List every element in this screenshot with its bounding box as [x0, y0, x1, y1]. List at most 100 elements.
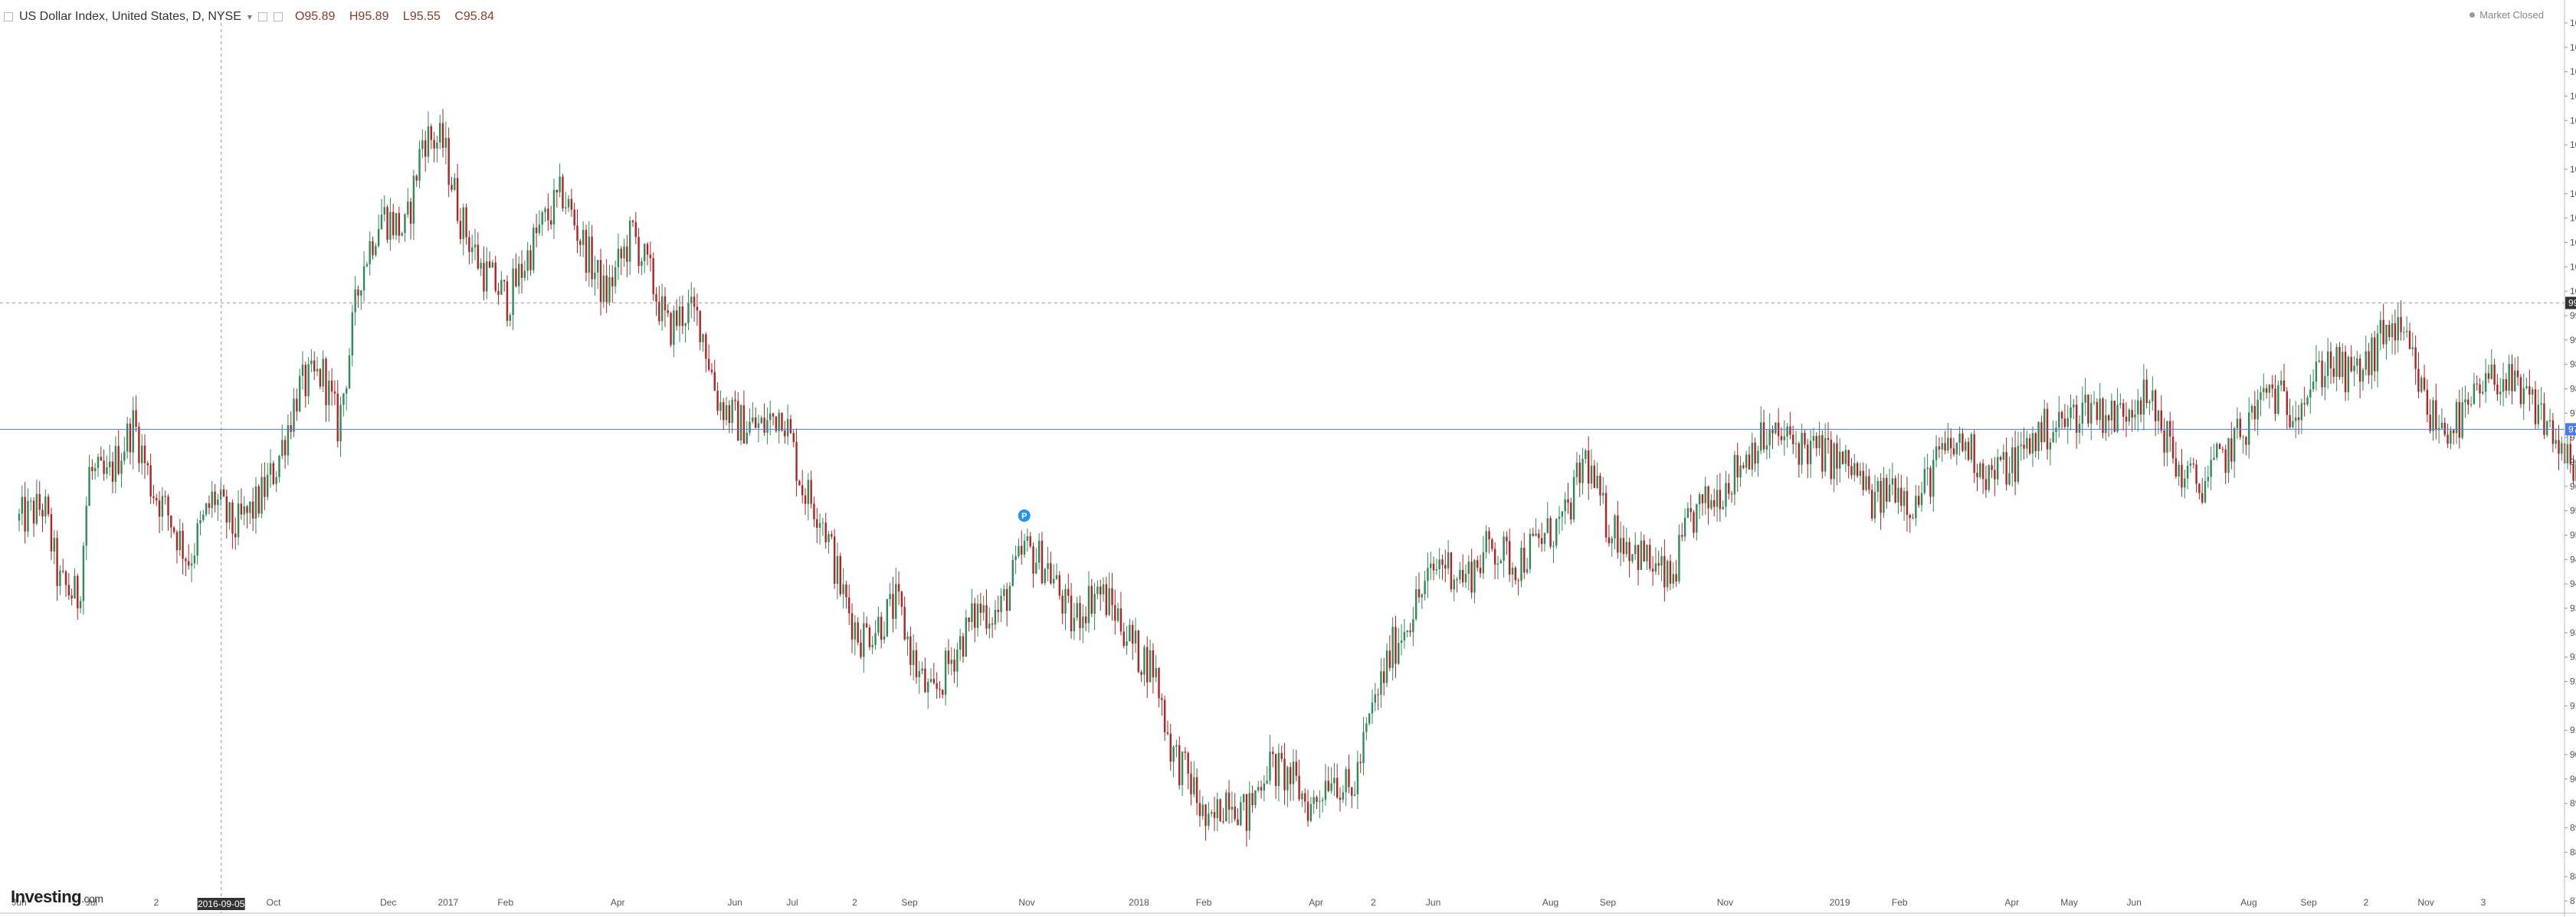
candle: [2324, 362, 2326, 401]
candle: [591, 224, 593, 287]
candle: [588, 221, 590, 287]
candle: [430, 123, 432, 149]
candle: [1050, 552, 1052, 585]
candle: [1686, 502, 1689, 519]
candle: [2447, 424, 2449, 448]
candle: [1333, 762, 1336, 796]
candle: [597, 260, 599, 290]
event-marker-icon[interactable]: P: [1018, 509, 1031, 522]
candle: [1400, 624, 1403, 656]
symbol-title[interactable]: US Dollar Index, United States, D, NYSE: [19, 10, 241, 23]
candle: [2420, 375, 2423, 394]
candle: [2116, 388, 2119, 434]
candle: [2213, 444, 2215, 461]
candle: [1129, 618, 1131, 642]
candle: [1283, 742, 1286, 805]
candle: [301, 351, 304, 390]
candle: [123, 437, 126, 465]
candle: [1313, 790, 1315, 814]
candle: [246, 505, 248, 529]
candle: [1786, 423, 1788, 448]
candle: [1853, 454, 1856, 482]
candle: [483, 246, 485, 300]
candle: [1561, 511, 1564, 531]
candle: [602, 264, 605, 309]
candle: [1000, 588, 1002, 623]
candle: [1108, 572, 1110, 617]
candle: [1391, 617, 1394, 681]
candle: [1237, 808, 1239, 826]
candle: [909, 627, 912, 676]
candle: [2233, 426, 2236, 478]
candle: [1876, 477, 1880, 503]
candle: [357, 285, 359, 308]
candle: [567, 195, 570, 212]
candle: [1909, 513, 1911, 533]
candle: [1146, 636, 1149, 698]
price-tick-label: 98.50: [2570, 359, 2576, 370]
candle: [1473, 558, 1476, 604]
candle: [1365, 717, 1368, 741]
candle: [2455, 398, 2458, 444]
time-tick-label: Jul: [86, 897, 97, 908]
candle: [2295, 401, 2297, 438]
candle: [1701, 493, 1704, 516]
candle: [2356, 351, 2358, 375]
candle: [1090, 578, 1093, 617]
candle: [2221, 446, 2224, 454]
candle: [2113, 400, 2116, 433]
candle: [161, 486, 164, 531]
candle: [1216, 792, 1219, 832]
candle: [2546, 420, 2548, 437]
candle: [2332, 356, 2335, 384]
candle: [2052, 420, 2054, 443]
candle: [1409, 623, 1411, 637]
candle: [214, 484, 216, 513]
candle: [1377, 688, 1379, 710]
candle: [2242, 434, 2244, 454]
candle: [719, 390, 722, 421]
candle: [59, 565, 61, 595]
time-axis[interactable]: Jun Jul 2 Oct Dec 2017 Feb Apr Jun Jul 2 Sep Nov 2018…: [0, 897, 2576, 914]
candle: [529, 244, 532, 276]
candle: [959, 628, 962, 661]
candle: [2303, 386, 2306, 417]
candle: [942, 689, 944, 699]
candle: [939, 680, 941, 699]
close-icon[interactable]: [273, 12, 283, 21]
candle: [1398, 627, 1400, 666]
price-tick-label: 88.00: [2570, 871, 2576, 882]
candle: [474, 228, 477, 260]
candle: [1175, 739, 1178, 758]
dropdown-caret-icon[interactable]: ▾: [247, 11, 252, 22]
candle: [1453, 575, 1455, 601]
candle: [1643, 534, 1645, 562]
candle: [1952, 437, 1955, 457]
candle: [857, 617, 859, 646]
candle: [670, 311, 672, 348]
candle: [1187, 752, 1189, 790]
candle: [339, 396, 342, 457]
candle: [1976, 463, 1978, 492]
candle: [1958, 426, 1961, 456]
settings-icon[interactable]: [257, 12, 267, 21]
candle: [950, 647, 952, 676]
candle: [307, 357, 310, 404]
candle: [801, 470, 804, 504]
candle: [512, 258, 514, 330]
collapse-icon[interactable]: [4, 12, 13, 21]
candle: [2263, 373, 2265, 401]
candle: [1053, 564, 1055, 588]
candle: [976, 594, 979, 637]
candle: [56, 530, 58, 601]
candle: [2289, 398, 2291, 430]
price-axis[interactable]: 105.50 105.00 104.50 104.00 103.50 103.00 102.…: [2564, 0, 2576, 917]
time-tick-label: Aug: [1542, 897, 1558, 908]
candle: [1625, 527, 1627, 558]
candle: [523, 260, 526, 281]
price-tick-label: 89.00: [2570, 823, 2576, 833]
candle: [1754, 437, 1756, 472]
candle: [2516, 356, 2519, 386]
candle: [1035, 548, 1037, 575]
